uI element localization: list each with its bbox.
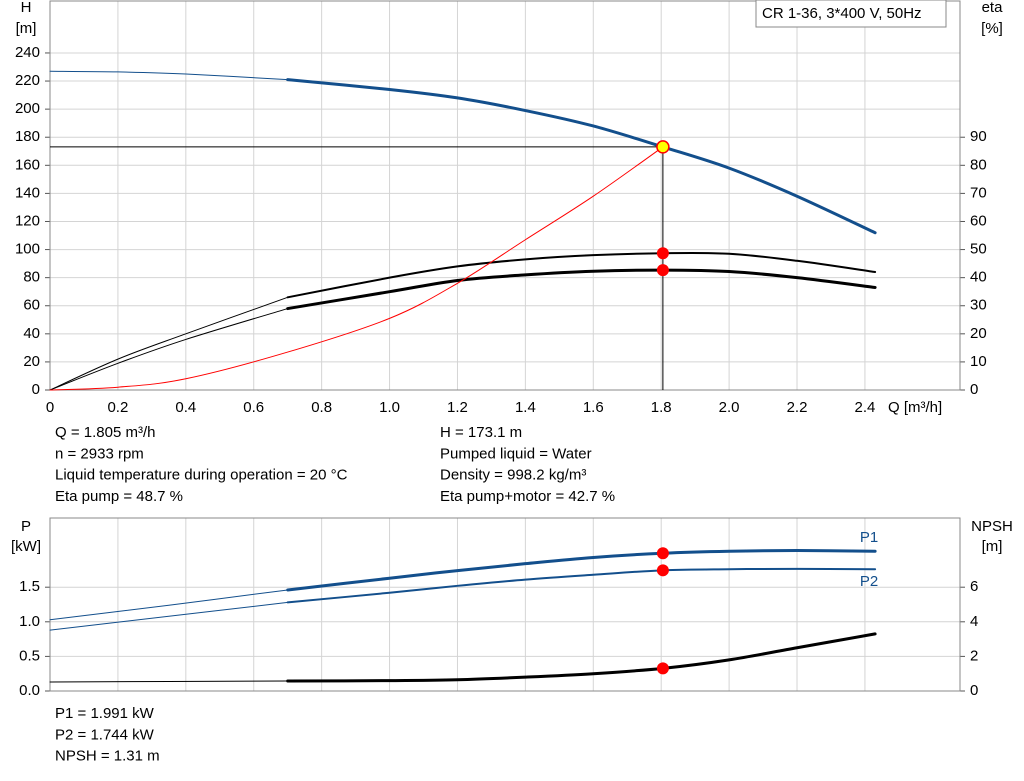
plot-area [50, 1, 960, 390]
series-label: P1 [860, 529, 878, 546]
y-tick-label: 240 [15, 44, 40, 61]
y2-tick-label: 20 [970, 325, 987, 342]
info-text: Pumped liquid = Water [440, 445, 592, 462]
curve [286, 78, 877, 235]
y-tick-label: 160 [15, 156, 40, 173]
y2-axis-unit: [m] [982, 538, 1003, 555]
curve [49, 308, 289, 391]
operating-point [656, 564, 669, 577]
info-text: Q = 1.805 m³/h [55, 424, 155, 441]
x-tick-label: 1.2 [447, 399, 468, 416]
x-tick-label: 1.4 [515, 399, 536, 416]
y2-tick-label: 60 [970, 212, 987, 229]
chart: 0 0.2 0.4 0.6 0.8 1.0 1.2 1.4 1.6 1.8 2.0 2.2 2.4 0 20… [15, 0, 1003, 505]
y2-tick-label: 90 [970, 128, 987, 145]
info-text: P1 = 1.991 kW [55, 705, 155, 722]
y2-tick-label: 70 [970, 184, 987, 201]
y-tick-label: 1.0 [19, 613, 40, 630]
curve [49, 680, 289, 683]
y2-axis-label: eta [982, 0, 1004, 16]
y-tick-label: 1.5 [19, 578, 40, 595]
x-tick-label: 2.0 [719, 399, 740, 416]
chart: 0.0 0.5 1.0 1.5 0 2 4 6 P [kW] NPSH [m] P1 P2 P1 = 1.9… [11, 517, 1013, 765]
x-tick-label: 2.4 [854, 399, 875, 416]
y-tick-label: 100 [15, 241, 40, 258]
curve [286, 549, 877, 592]
y2-tick-label: 50 [970, 241, 987, 258]
info-text: P2 = 1.744 kW [55, 726, 155, 743]
x-axis-label: Q [m³/h] [888, 399, 942, 416]
y-axis-unit: [m] [16, 20, 37, 37]
operating-point [656, 264, 669, 277]
curve [49, 296, 289, 391]
curve [286, 632, 877, 683]
y2-tick-label: 6 [970, 578, 978, 595]
y-tick-label: 80 [23, 269, 40, 286]
operating-point [656, 547, 669, 560]
info-text: Liquid temperature during operation = 20… [55, 467, 348, 484]
info-text: Eta pump = 48.7 % [55, 488, 183, 505]
info-text: NPSH = 1.31 m [55, 748, 160, 765]
y-tick-label: 0.5 [19, 647, 40, 664]
info-text: Eta pump+motor = 42.7 % [440, 488, 615, 505]
y-tick-label: 60 [23, 297, 40, 314]
y2-tick-label: 4 [970, 613, 978, 630]
curve [286, 268, 877, 311]
y-axis-unit: [kW] [11, 538, 41, 555]
x-tick-label: 2.2 [787, 399, 808, 416]
operating-point [656, 662, 669, 675]
curve [286, 567, 877, 604]
x-tick-label: 1.0 [379, 399, 400, 416]
x-tick-label: 0.8 [311, 399, 332, 416]
x-tick-label: 0.2 [107, 399, 128, 416]
plot-border [49, 0, 961, 391]
y-axis-label: H [21, 0, 32, 16]
operating-point [656, 247, 669, 260]
y-axis-label: P [21, 518, 31, 535]
y2-axis-unit: [%] [981, 20, 1003, 37]
operating-point [656, 140, 670, 154]
x-tick-label: 1.8 [651, 399, 672, 416]
curve [49, 601, 289, 631]
y-tick-label: 40 [23, 325, 40, 342]
x-tick-label: 0.6 [243, 399, 264, 416]
y2-tick-label: 40 [970, 269, 987, 286]
curve [49, 70, 289, 81]
y-tick-label: 140 [15, 184, 40, 201]
y-tick-label: 180 [15, 128, 40, 145]
info-text: Density = 998.2 kg/m³ [440, 467, 586, 484]
x-tick-label: 0 [46, 399, 54, 416]
curve [49, 146, 664, 391]
y2-tick-label: 80 [970, 156, 987, 173]
y2-axis-label: NPSH [971, 518, 1013, 535]
curve [49, 589, 289, 621]
info-text: n = 2933 rpm [55, 445, 144, 462]
y2-tick-label: 10 [970, 353, 987, 370]
annotation-box [755, 0, 947, 28]
curve [286, 251, 877, 299]
y2-tick-label: 0 [970, 682, 978, 699]
y-tick-label: 0 [32, 381, 40, 398]
x-tick-label: 1.6 [583, 399, 604, 416]
y-tick-label: 20 [23, 353, 40, 370]
y-tick-label: 220 [15, 72, 40, 89]
y-tick-label: 120 [15, 212, 40, 229]
y-tick-label: 0.0 [19, 682, 40, 699]
annotation: CR 1-36, 3*400 V, 50Hz [762, 5, 922, 22]
plot-border [49, 517, 961, 692]
y-tick-label: 200 [15, 100, 40, 117]
x-tick-label: 0.4 [175, 399, 196, 416]
plot-area [50, 518, 960, 691]
info-text: H = 173.1 m [440, 424, 522, 441]
series-label: P2 [860, 573, 878, 590]
y2-tick-label: 30 [970, 297, 987, 314]
y2-tick-label: 2 [970, 647, 978, 664]
y2-tick-label: 0 [970, 381, 978, 398]
